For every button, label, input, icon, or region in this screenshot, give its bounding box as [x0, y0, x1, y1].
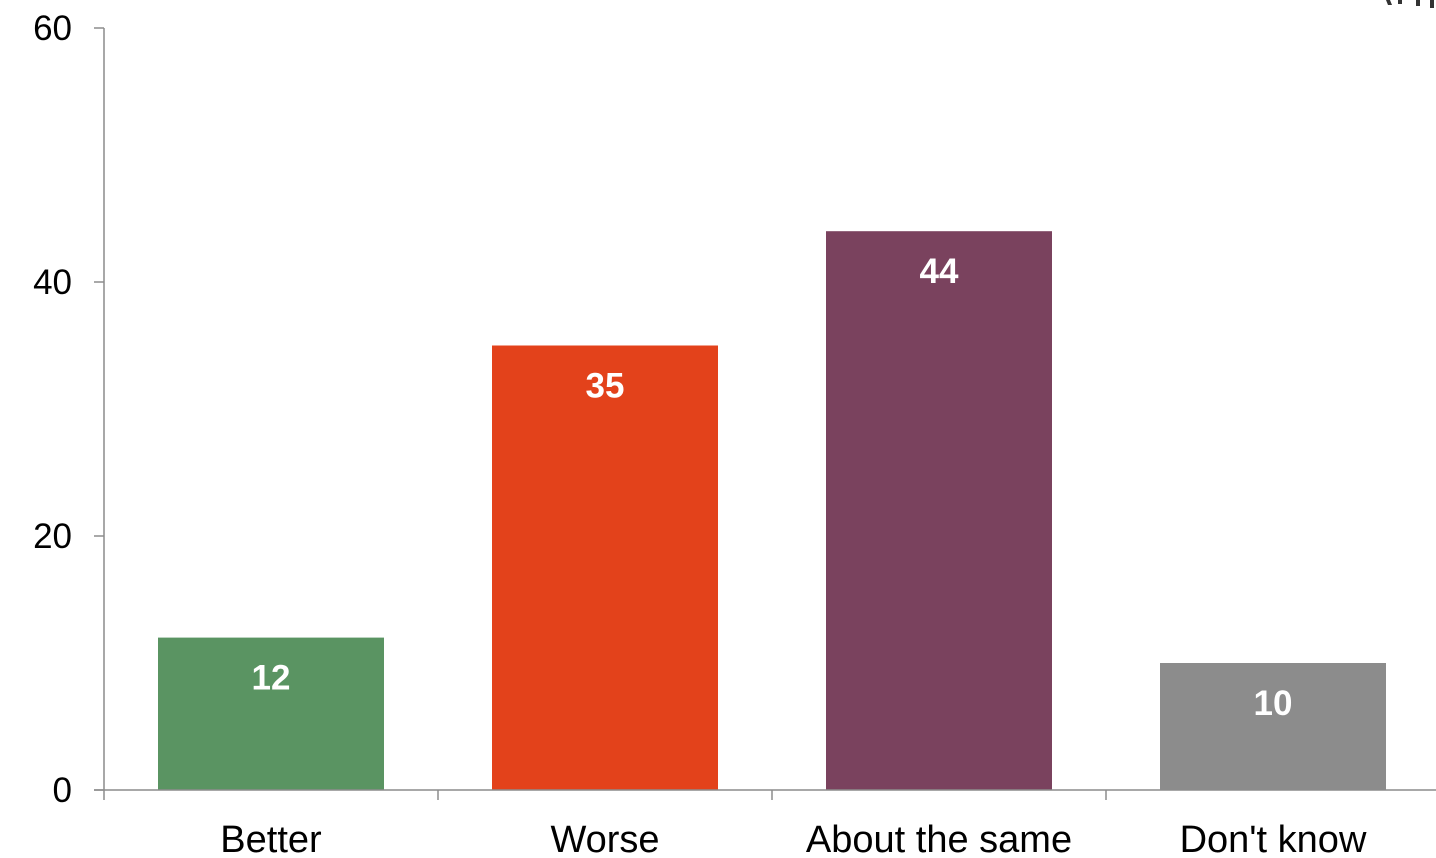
bar-better [158, 637, 384, 790]
y-tick-label: 0 [53, 771, 72, 810]
axes [94, 27, 1436, 800]
data-labels: 12 35 44 10 [252, 252, 1293, 723]
data-label: 44 [920, 252, 959, 291]
bar-about-the-same [826, 231, 1052, 790]
category-label: Better [220, 819, 322, 858]
y-tick-label: 60 [33, 9, 72, 48]
bars [158, 231, 1386, 790]
tick-labels: 0 20 40 60 [33, 9, 72, 810]
category-label: Don't know [1180, 819, 1367, 858]
y-tick-label: 40 [33, 263, 72, 302]
data-label: 10 [1254, 684, 1293, 723]
category-labels: Better Worse About the same Don't know [220, 819, 1367, 858]
data-label: 35 [586, 367, 625, 406]
bar-don-t-know [1160, 663, 1386, 790]
category-label: Worse [550, 819, 659, 858]
y-tick-label: 20 [33, 517, 72, 556]
bar-worse [492, 345, 718, 790]
data-label: 12 [252, 659, 291, 698]
clipped-title-fragment [1386, 0, 1434, 8]
category-label: About the same [806, 819, 1072, 858]
